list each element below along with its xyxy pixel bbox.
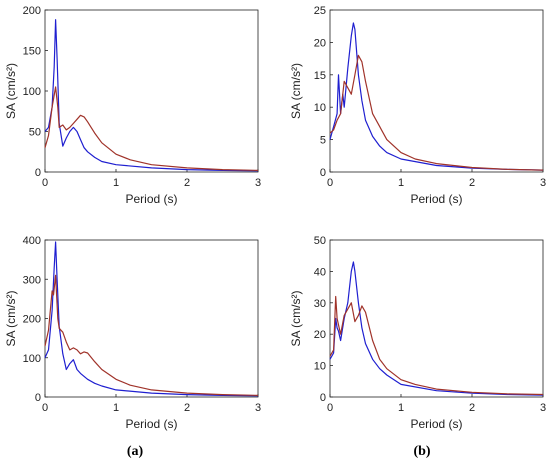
y-tick-label-b-top-4: 20: [314, 37, 326, 49]
x-axis-label-a-bottom: Period (s): [125, 417, 177, 431]
y-tick-label-a-bottom-2: 200: [23, 314, 41, 326]
x-tick-label-b-top-0: 0: [327, 177, 333, 189]
y-tick-label-b-top-1: 5: [320, 135, 326, 147]
plot-frame-b-top: [329, 9, 544, 173]
series-line-b-bottom-1: [329, 261, 544, 396]
x-tick-label-b-top-1: 1: [398, 177, 404, 189]
x-tick-label-a-top-2: 2: [184, 177, 190, 189]
series-line-a-bottom-2: [44, 274, 259, 396]
y-tick-label-b-bottom-3: 30: [314, 298, 326, 310]
y-tick-label-a-top-2: 100: [23, 86, 41, 98]
y-tick-label-a-top-0: 0: [35, 167, 41, 179]
x-tick-label-b-top-2: 2: [469, 177, 475, 189]
x-tick-label-b-bottom-3: 3: [540, 402, 546, 414]
y-tick-label-b-top-5: 25: [314, 5, 326, 17]
y-axis-label-b-top: SA (cm/s²): [289, 63, 303, 119]
x-tick-label-a-bottom-1: 1: [113, 402, 119, 414]
x-axis-label-b-top: Period (s): [410, 192, 462, 206]
y-tick-label-b-top-0: 0: [320, 167, 326, 179]
x-axis-label-b-bottom: Period (s): [410, 417, 462, 431]
y-axis-label-a-bottom: SA (cm/s²): [4, 290, 18, 346]
series-line-b-bottom-2: [329, 295, 544, 396]
plot-frame-b-bottom: [329, 239, 544, 398]
y-tick-label-b-bottom-1: 10: [314, 361, 326, 373]
y-axis-label-a-top: SA (cm/s²): [4, 63, 18, 119]
y-tick-label-b-bottom-2: 20: [314, 329, 326, 341]
y-tick-label-b-top-2: 10: [314, 102, 326, 114]
y-tick-label-b-bottom-4: 40: [314, 266, 326, 278]
x-tick-label-a-top-1: 1: [113, 177, 119, 189]
x-tick-label-b-bottom-1: 1: [398, 402, 404, 414]
y-tick-label-a-bottom-0: 0: [35, 392, 41, 404]
y-tick-label-b-top-3: 15: [314, 70, 326, 82]
y-tick-label-a-top-1: 50: [29, 127, 41, 139]
x-tick-label-b-bottom-2: 2: [469, 402, 475, 414]
y-tick-label-a-bottom-1: 100: [23, 353, 41, 365]
x-axis-label-a-top: Period (s): [125, 192, 177, 206]
series-line-a-top-1: [44, 19, 259, 172]
x-tick-label-a-bottom-3: 3: [255, 402, 261, 414]
series-line-b-top-1: [329, 22, 544, 171]
series-line-b-top-2: [329, 54, 544, 171]
plot-frame-a-top: [44, 9, 259, 173]
y-axis-label-b-bottom: SA (cm/s²): [289, 290, 303, 346]
y-tick-label-b-bottom-0: 0: [320, 392, 326, 404]
x-tick-label-a-top-3: 3: [255, 177, 261, 189]
y-tick-label-a-top-3: 150: [23, 46, 41, 58]
x-tick-label-b-bottom-0: 0: [327, 402, 333, 414]
x-tick-label-a-bottom-0: 0: [42, 402, 48, 414]
y-tick-label-b-bottom-5: 50: [314, 235, 326, 247]
series-line-a-bottom-1: [44, 241, 259, 397]
x-tick-label-a-bottom-2: 2: [184, 402, 190, 414]
panel-label-a: (a): [127, 444, 144, 459]
panel-label-b: (b): [413, 444, 430, 459]
y-tick-label-a-top-4: 200: [23, 5, 41, 17]
y-tick-label-a-bottom-3: 300: [23, 274, 41, 286]
plot-frame-a-bottom: [44, 239, 259, 398]
x-tick-label-b-top-3: 3: [540, 177, 546, 189]
series-line-a-top-2: [44, 86, 259, 171]
x-tick-label-a-top-0: 0: [42, 177, 48, 189]
y-tick-label-a-bottom-4: 400: [23, 235, 41, 247]
